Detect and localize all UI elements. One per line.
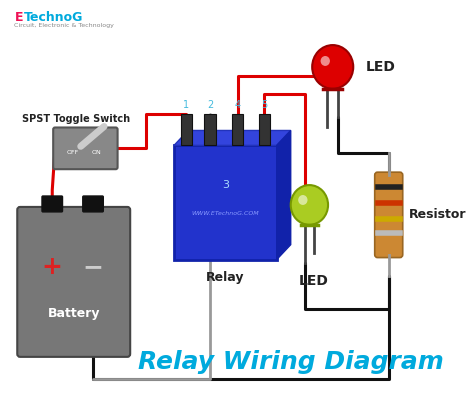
Text: Resistor: Resistor xyxy=(409,208,467,221)
FancyBboxPatch shape xyxy=(174,145,277,260)
FancyBboxPatch shape xyxy=(42,196,63,212)
FancyBboxPatch shape xyxy=(17,207,130,357)
Text: OFF: OFF xyxy=(66,150,78,155)
Polygon shape xyxy=(277,130,291,260)
FancyBboxPatch shape xyxy=(375,172,403,258)
Text: Relay Wiring Diagram: Relay Wiring Diagram xyxy=(138,350,444,374)
Text: Circuit, Electronic & Technology: Circuit, Electronic & Technology xyxy=(14,23,114,28)
Circle shape xyxy=(291,185,328,225)
FancyBboxPatch shape xyxy=(232,113,243,145)
Circle shape xyxy=(320,56,330,66)
Text: ON: ON xyxy=(91,150,101,155)
Circle shape xyxy=(298,195,308,205)
Text: +: + xyxy=(42,255,63,279)
FancyBboxPatch shape xyxy=(259,113,270,145)
Text: E: E xyxy=(14,11,23,24)
FancyBboxPatch shape xyxy=(53,128,118,169)
Text: Battery: Battery xyxy=(47,307,100,320)
Text: 3: 3 xyxy=(222,180,229,190)
Text: SPST Toggle Switch: SPST Toggle Switch xyxy=(22,113,130,124)
FancyBboxPatch shape xyxy=(83,196,103,212)
Circle shape xyxy=(312,45,353,89)
Text: 4: 4 xyxy=(235,100,241,110)
Text: TechnoG: TechnoG xyxy=(24,11,83,24)
Polygon shape xyxy=(174,130,291,145)
FancyBboxPatch shape xyxy=(204,113,216,145)
FancyBboxPatch shape xyxy=(181,113,192,145)
Text: 1: 1 xyxy=(183,100,190,110)
Text: 2: 2 xyxy=(207,100,213,110)
Text: LED: LED xyxy=(299,275,329,288)
Text: LED: LED xyxy=(365,60,395,74)
Text: WWW.ETechnoG.COM: WWW.ETechnoG.COM xyxy=(191,211,259,216)
Text: −: − xyxy=(82,255,103,279)
Text: 5: 5 xyxy=(261,100,267,110)
Text: Relay: Relay xyxy=(206,271,245,284)
